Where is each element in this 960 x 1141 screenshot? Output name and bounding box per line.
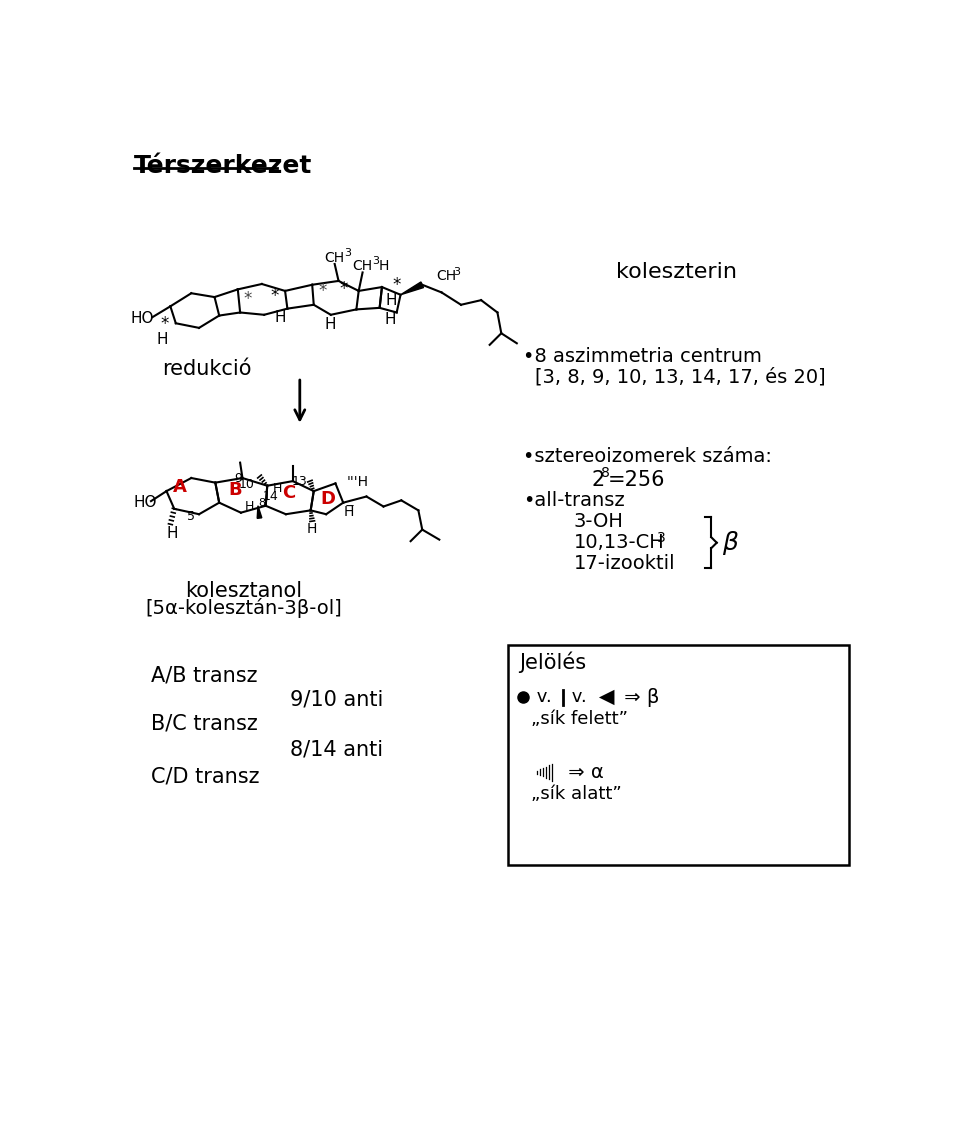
Text: H: H (307, 521, 318, 536)
Text: kolesztanol: kolesztanol (185, 581, 302, 601)
Text: CH: CH (436, 268, 456, 283)
Text: H: H (167, 526, 179, 541)
Text: ⇒ α: ⇒ α (562, 762, 604, 782)
Text: 8: 8 (601, 467, 611, 480)
Text: CH: CH (352, 259, 372, 273)
Text: C: C (282, 485, 296, 502)
Text: 3: 3 (657, 531, 666, 545)
Text: A: A (173, 477, 186, 495)
Bar (508, 645, 849, 865)
Text: HO: HO (131, 311, 155, 326)
Text: 5: 5 (187, 510, 195, 523)
Text: 3-OH: 3-OH (573, 512, 623, 532)
Text: B: B (228, 482, 242, 500)
Text: D: D (321, 489, 335, 508)
Text: =256: =256 (609, 470, 665, 489)
Text: H: H (156, 332, 168, 347)
Text: 17-izooktil: 17-izooktil (573, 555, 675, 573)
Text: 8/14 anti: 8/14 anti (291, 739, 384, 759)
Text: v.: v. (531, 688, 551, 706)
Text: Jelölés: Jelölés (519, 652, 587, 673)
Text: H: H (385, 311, 396, 327)
Text: 3: 3 (453, 267, 460, 276)
Text: C/D transz: C/D transz (151, 766, 259, 786)
Text: redukció: redukció (162, 359, 252, 380)
Text: 2: 2 (591, 470, 605, 489)
Text: H̅: H̅ (344, 505, 354, 519)
Text: *: * (393, 276, 401, 293)
Text: H: H (379, 259, 389, 273)
Text: [5α-kolesztán-3β-ol]: [5α-kolesztán-3β-ol] (146, 598, 343, 618)
Polygon shape (599, 690, 614, 705)
Text: A/B transz: A/B transz (151, 666, 257, 686)
Text: 13: 13 (292, 476, 307, 488)
Text: CH: CH (324, 251, 344, 265)
Text: 9: 9 (234, 471, 243, 485)
Text: [3, 8, 9, 10, 13, 14, 17, és 20]: [3, 8, 9, 10, 13, 14, 17, és 20] (535, 367, 826, 387)
Text: 3: 3 (344, 249, 351, 258)
Text: H: H (275, 310, 286, 325)
Text: 10,13-CH: 10,13-CH (573, 533, 664, 552)
Text: Térszerkezet: Térszerkezet (134, 154, 312, 178)
Text: koleszterin: koleszterin (616, 261, 737, 282)
Text: HO: HO (134, 495, 157, 510)
Text: β: β (722, 531, 738, 555)
Text: 14: 14 (262, 489, 278, 503)
Text: •all-transz: •all-transz (523, 491, 625, 510)
Text: B/C transz: B/C transz (151, 713, 257, 734)
Text: 10: 10 (238, 478, 254, 492)
Text: ⇒ β: ⇒ β (617, 688, 659, 707)
Text: „sík alatt”: „sík alatt” (531, 785, 621, 803)
Text: 8: 8 (259, 499, 266, 508)
Polygon shape (400, 282, 423, 294)
Text: H: H (324, 316, 336, 332)
Text: „sík felett”: „sík felett” (531, 710, 628, 728)
Text: H: H (273, 482, 282, 494)
Text: •sztereoizomerek száma:: •sztereoizomerek száma: (523, 447, 772, 466)
Polygon shape (257, 505, 262, 518)
Text: H: H (245, 500, 254, 513)
Text: *: * (339, 280, 348, 298)
Text: *: * (160, 315, 169, 333)
Text: 9/10 anti: 9/10 anti (291, 689, 384, 709)
Text: '''H: '''H (347, 475, 369, 488)
Text: H: H (386, 293, 397, 308)
Text: •8 aszimmetria centrum: •8 aszimmetria centrum (523, 347, 762, 366)
Text: *: * (244, 290, 252, 308)
Text: *: * (319, 282, 327, 300)
Text: 3: 3 (372, 256, 379, 266)
Text: v.: v. (566, 688, 588, 706)
Text: *: * (271, 288, 279, 306)
